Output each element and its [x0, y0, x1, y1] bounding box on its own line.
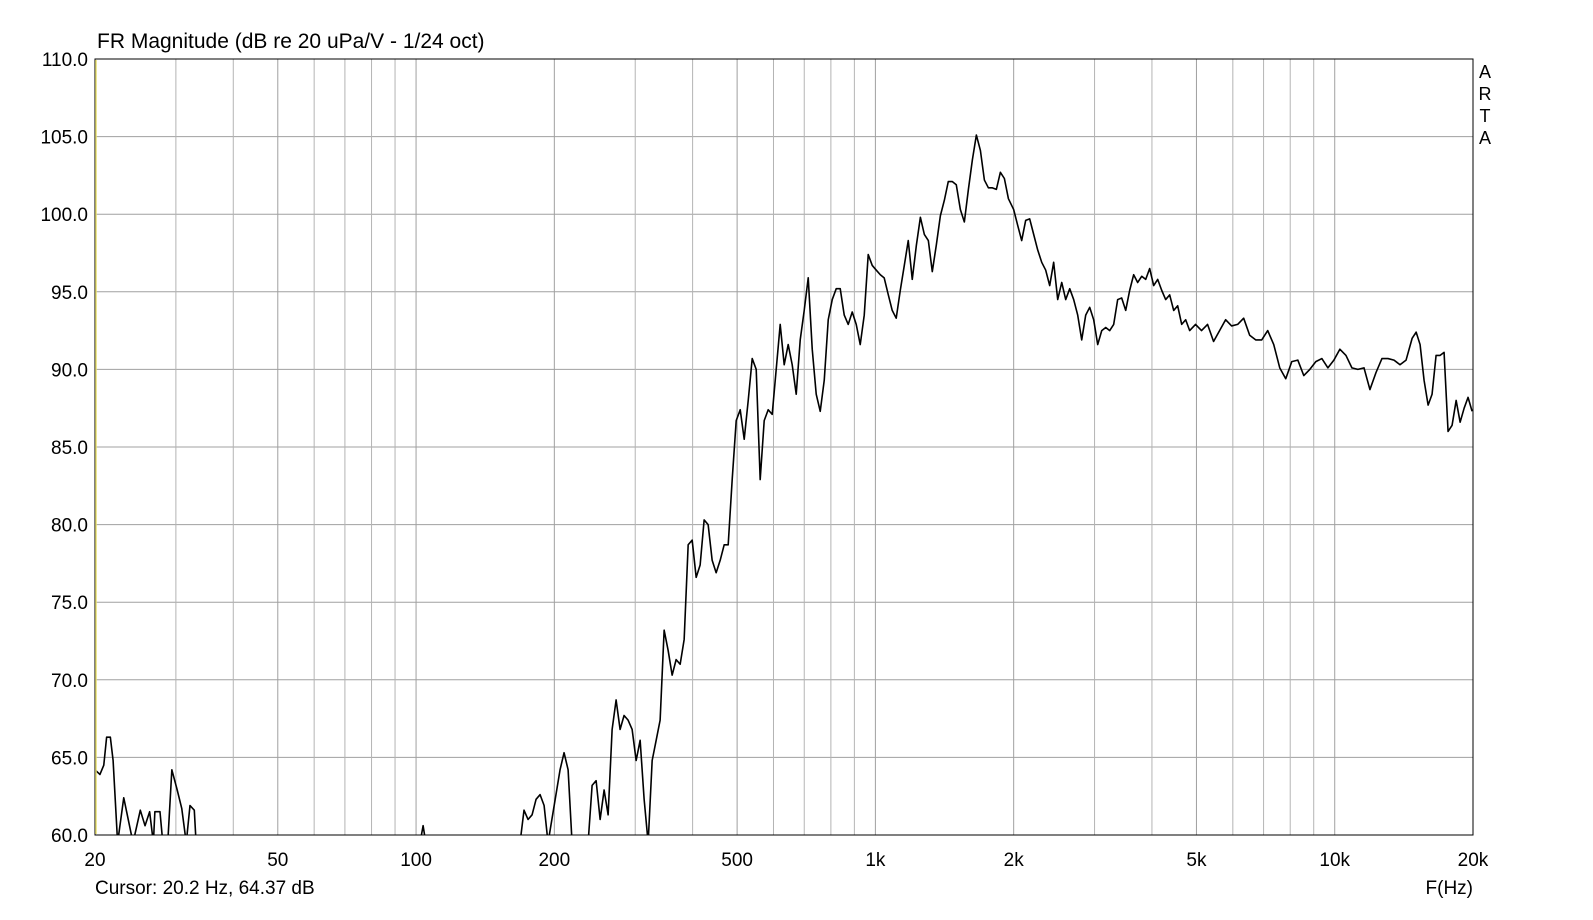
- y-tick-label: 75.0: [51, 593, 88, 614]
- x-tick-label: 50: [267, 850, 288, 871]
- x-tick-label: 100: [400, 850, 432, 871]
- x-tick-label: 5k: [1186, 850, 1207, 871]
- y-tick-label: 65.0: [51, 748, 88, 769]
- y-tick-label: 85.0: [51, 438, 88, 459]
- y-tick-label: 105.0: [40, 128, 88, 149]
- y-tick-label: 100.0: [40, 205, 88, 226]
- x-axis-label: F(Hz): [1426, 878, 1473, 899]
- response-line: [95, 134, 1473, 835]
- plot-border: [94, 58, 1474, 836]
- x-tick-label: 1k: [865, 850, 886, 871]
- y-tick-label: 110.0: [42, 50, 88, 71]
- x-tick-label: 20: [84, 850, 105, 871]
- plot: [95, 134, 1473, 835]
- y-tick-label: 60.0: [51, 826, 88, 847]
- x-tick-label: 20k: [1458, 850, 1489, 871]
- y-tick-label: 95.0: [51, 283, 88, 304]
- x-tick-label: 2k: [1004, 850, 1025, 871]
- side-label: ARTA: [1478, 62, 1492, 148]
- y-tick-label: 70.0: [51, 671, 88, 692]
- x-tick-label: 500: [721, 850, 753, 871]
- x-tick-label: 10k: [1319, 850, 1350, 871]
- y-tick-label: 90.0: [51, 360, 88, 381]
- x-tick-label: 200: [538, 850, 570, 871]
- chart-title: FR Magnitude (dB re 20 uPa/V - 1/24 oct): [97, 30, 485, 53]
- y-tick-label: 80.0: [51, 516, 88, 537]
- cursor-readout: Cursor: 20.2 Hz, 64.37 dB: [95, 878, 315, 899]
